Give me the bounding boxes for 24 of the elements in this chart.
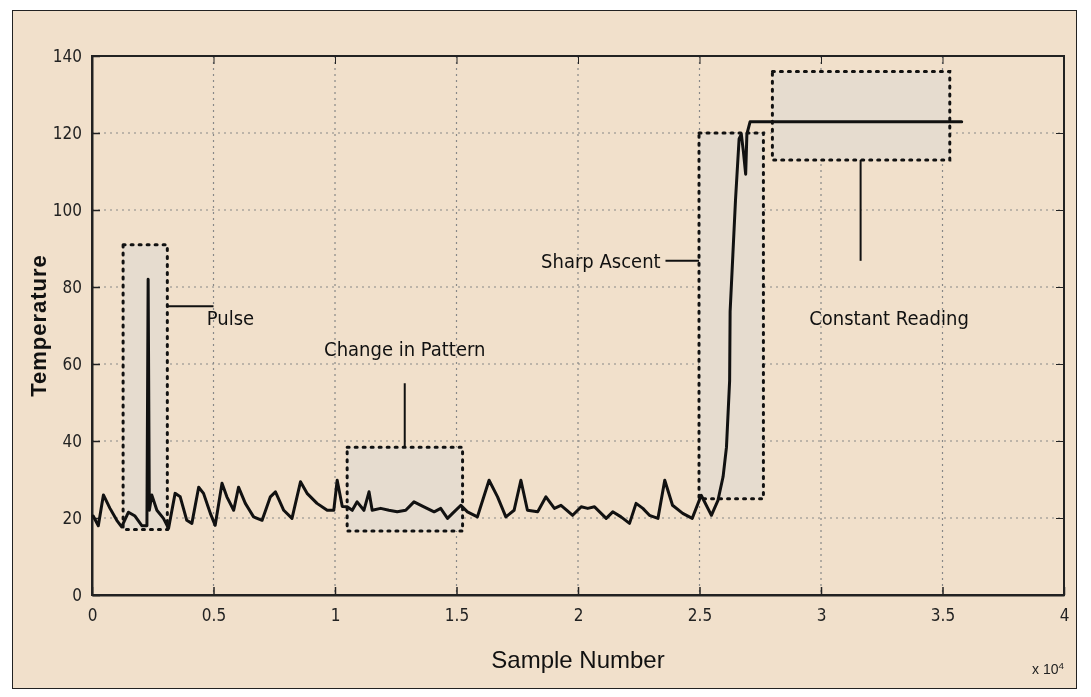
x-tick-label: 1 bbox=[330, 605, 341, 626]
y-tick-label: 80 bbox=[62, 276, 82, 297]
annotation: Pulse bbox=[206, 305, 255, 330]
x-tick-label: 2 bbox=[573, 605, 584, 626]
y-tick-label: 120 bbox=[52, 122, 82, 143]
y-tick-label: 100 bbox=[52, 199, 82, 220]
x-tick-label: 2.5 bbox=[687, 605, 713, 626]
x-tick-label: 3 bbox=[816, 605, 827, 626]
annotation: Constant Reading bbox=[809, 305, 969, 330]
x-tick-label: 4 bbox=[1059, 605, 1070, 626]
x-tick-label: 0.5 bbox=[201, 605, 227, 626]
x-axis-title: Sample Number bbox=[491, 646, 665, 673]
x-tick-label: 1.5 bbox=[444, 605, 470, 626]
y-tick-label: 140 bbox=[52, 45, 82, 66]
x-tick-label: 3.5 bbox=[930, 605, 956, 626]
annotation: Sharp Ascent bbox=[541, 248, 661, 273]
y-tick-label: 20 bbox=[62, 507, 82, 528]
y-tick-label: 0 bbox=[72, 584, 82, 605]
y-tick-label: 40 bbox=[62, 430, 82, 451]
x-tick-label: 0 bbox=[87, 605, 98, 626]
y-tick-label: 60 bbox=[62, 353, 82, 374]
annotation: Change in Pattern bbox=[324, 336, 486, 361]
text: x 10$^{4}$ bbox=[1032, 659, 1065, 677]
y-axis-title: Temperature bbox=[26, 254, 51, 397]
